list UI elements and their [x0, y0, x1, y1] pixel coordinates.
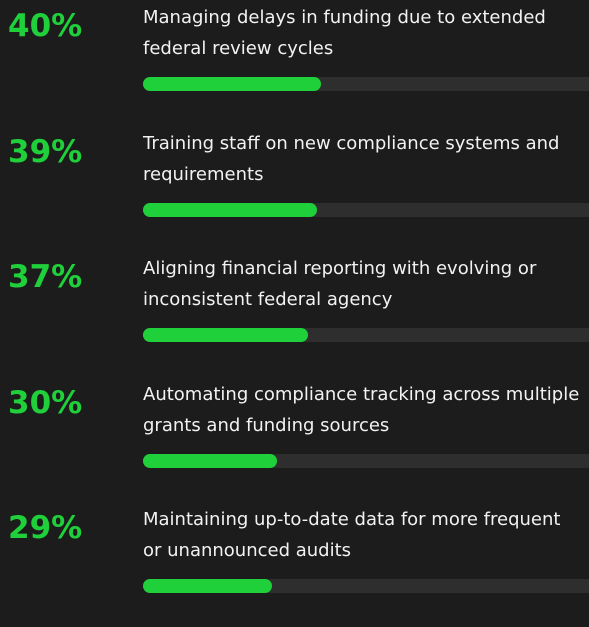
bar	[143, 328, 309, 342]
row: 29% Maintaining up-to-date data for more …	[0, 502, 589, 627]
bar-track	[143, 453, 589, 468]
value-label: 37%	[8, 259, 83, 295]
value-label: 39%	[8, 133, 83, 170]
chart: 40% Managing delays in funding due to ext…	[0, 0, 589, 593]
category-label: Training staff on new compliance systems…	[143, 132, 560, 185]
row: 37% Aligning financial reporting with evo…	[0, 251, 589, 376]
category-label: Automating compliance tracking across mu…	[143, 383, 580, 436]
bar-track	[143, 579, 589, 593]
bar	[143, 202, 317, 217]
bar-track	[143, 328, 589, 342]
category-label: Aligning financial reporting with evolvi…	[143, 258, 537, 310]
bar	[143, 453, 277, 468]
bar	[143, 77, 322, 91]
category-label: Maintaining up-to-date data for more fre…	[143, 509, 561, 561]
value-label: 29%	[8, 510, 83, 546]
bar-track	[143, 202, 589, 217]
row: 30% Automating compliance tracking across…	[0, 377, 589, 502]
bar-track	[143, 77, 589, 91]
category-label: Managing delays in funding due to extend…	[143, 7, 546, 59]
row: 40% Managing delays in funding due to ext…	[0, 0, 589, 125]
bar	[143, 579, 273, 593]
value-label: 30%	[8, 384, 83, 421]
value-label: 40%	[8, 8, 83, 44]
row: 39% Training staff on new compliance syst…	[0, 126, 589, 251]
